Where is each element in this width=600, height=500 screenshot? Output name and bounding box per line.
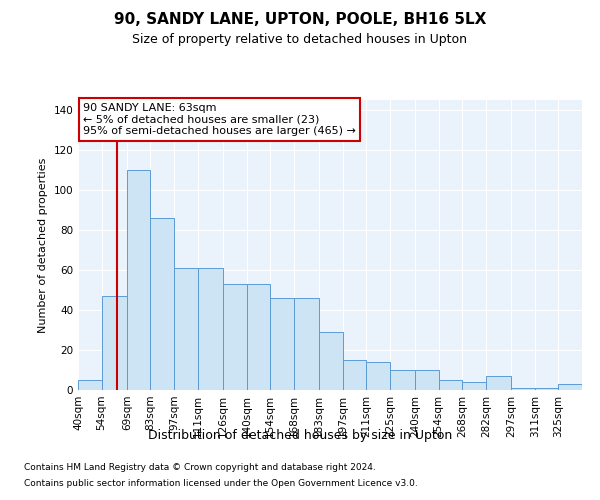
- Bar: [174, 268, 197, 390]
- Bar: [366, 362, 390, 390]
- Bar: [151, 218, 174, 390]
- Bar: [463, 382, 486, 390]
- Bar: [535, 388, 559, 390]
- Bar: [343, 360, 366, 390]
- Bar: [511, 388, 535, 390]
- Bar: [270, 298, 294, 390]
- Text: 90 SANDY LANE: 63sqm
← 5% of detached houses are smaller (23)
95% of semi-detach: 90 SANDY LANE: 63sqm ← 5% of detached ho…: [83, 103, 356, 136]
- Bar: [319, 332, 343, 390]
- Bar: [439, 380, 463, 390]
- Bar: [78, 380, 101, 390]
- Text: Contains HM Land Registry data © Crown copyright and database right 2024.: Contains HM Land Registry data © Crown c…: [24, 464, 376, 472]
- Bar: [294, 298, 319, 390]
- Bar: [127, 170, 151, 390]
- Bar: [101, 296, 127, 390]
- Bar: [486, 376, 511, 390]
- Bar: [415, 370, 439, 390]
- Text: Size of property relative to detached houses in Upton: Size of property relative to detached ho…: [133, 32, 467, 46]
- Y-axis label: Number of detached properties: Number of detached properties: [38, 158, 48, 332]
- Text: 90, SANDY LANE, UPTON, POOLE, BH16 5LX: 90, SANDY LANE, UPTON, POOLE, BH16 5LX: [114, 12, 486, 28]
- Bar: [247, 284, 270, 390]
- Text: Distribution of detached houses by size in Upton: Distribution of detached houses by size …: [148, 428, 452, 442]
- Bar: [559, 384, 582, 390]
- Text: Contains public sector information licensed under the Open Government Licence v3: Contains public sector information licen…: [24, 478, 418, 488]
- Bar: [390, 370, 415, 390]
- Bar: [197, 268, 223, 390]
- Bar: [223, 284, 247, 390]
